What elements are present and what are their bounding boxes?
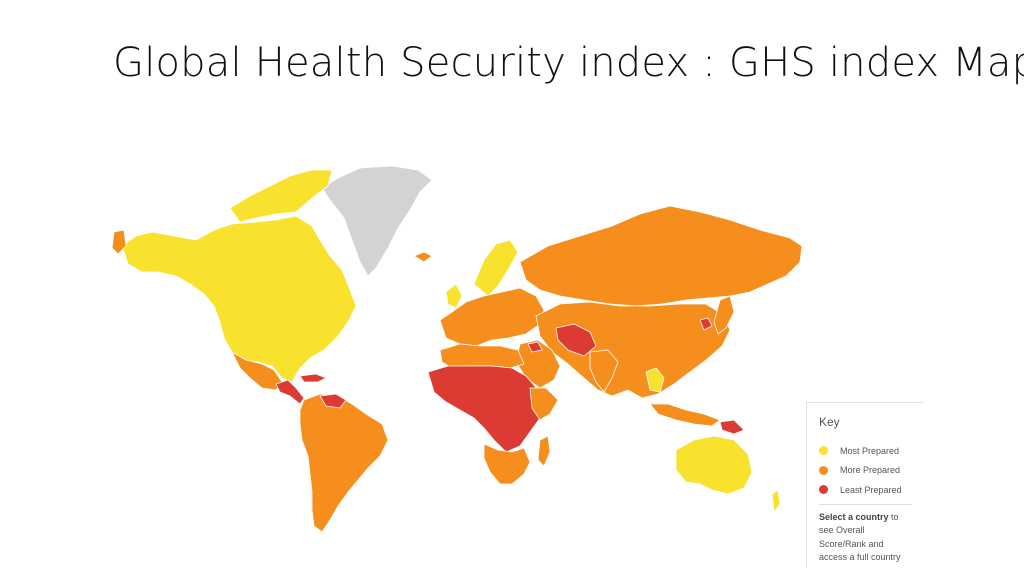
region-north-africa[interactable] [439,343,525,369]
region-asia[interactable] [535,301,731,399]
region-east-africa[interactable] [529,387,559,421]
region-greenland[interactable] [321,165,433,277]
legend-item-most-prepared[interactable]: Most Prepared [819,441,918,461]
region-central-america[interactable] [275,379,305,405]
legend-note: Select a country to see Overall Score/Ra… [819,511,918,568]
legend-item-least-prepared[interactable]: Least Prepared [819,480,918,500]
region-madagascar[interactable] [537,435,551,467]
region-indonesia[interactable] [649,403,721,427]
region-central-africa[interactable] [427,365,549,453]
region-venezuela[interactable] [319,393,347,409]
region-png[interactable] [719,419,745,435]
legend-title: Key [819,415,840,429]
page-title: Global Health Security index : GHS index… [113,40,1024,86]
legend-panel: Key Most Prepared More Prepared Least Pr… [806,402,924,568]
region-caribbean[interactable] [299,373,327,383]
legend-item-more-prepared[interactable]: More Prepared [819,461,918,481]
region-south-central-asia[interactable] [555,323,597,357]
legend-dot-least-prepared [819,485,828,495]
region-north-korea[interactable] [699,317,713,331]
region-south-america[interactable] [299,393,389,533]
region-southeast-asia[interactable] [645,367,665,393]
legend-label-most-prepared: Most Prepared [840,445,900,456]
region-alaska-tail[interactable] [112,229,127,255]
legend-note-bold: Select a country [819,511,889,522]
region-japan[interactable] [713,295,735,335]
legend-label-least-prepared: Least Prepared [840,484,902,495]
region-north-america[interactable] [121,215,357,383]
region-india[interactable] [589,349,619,393]
legend-dot-most-prepared [819,446,828,456]
legend-label-more-prepared: More Prepared [840,465,901,476]
region-southern-africa[interactable] [483,443,531,485]
region-new-zealand[interactable] [771,489,781,513]
region-middle-east[interactable] [515,339,561,389]
legend-dot-more-prepared [819,465,828,475]
region-scandinavia[interactable] [473,239,519,297]
region-yemen[interactable] [527,341,543,353]
region-uk[interactable] [445,283,463,309]
region-australia[interactable] [675,435,753,495]
region-russia[interactable] [519,205,803,307]
region-iceland[interactable] [413,251,433,263]
legend-divider [819,503,912,505]
world-map[interactable] [112,160,812,545]
legend-note-rest: to see Overall Score/Rank and access a f… [819,511,901,568]
region-arctic-islands[interactable] [229,169,333,223]
